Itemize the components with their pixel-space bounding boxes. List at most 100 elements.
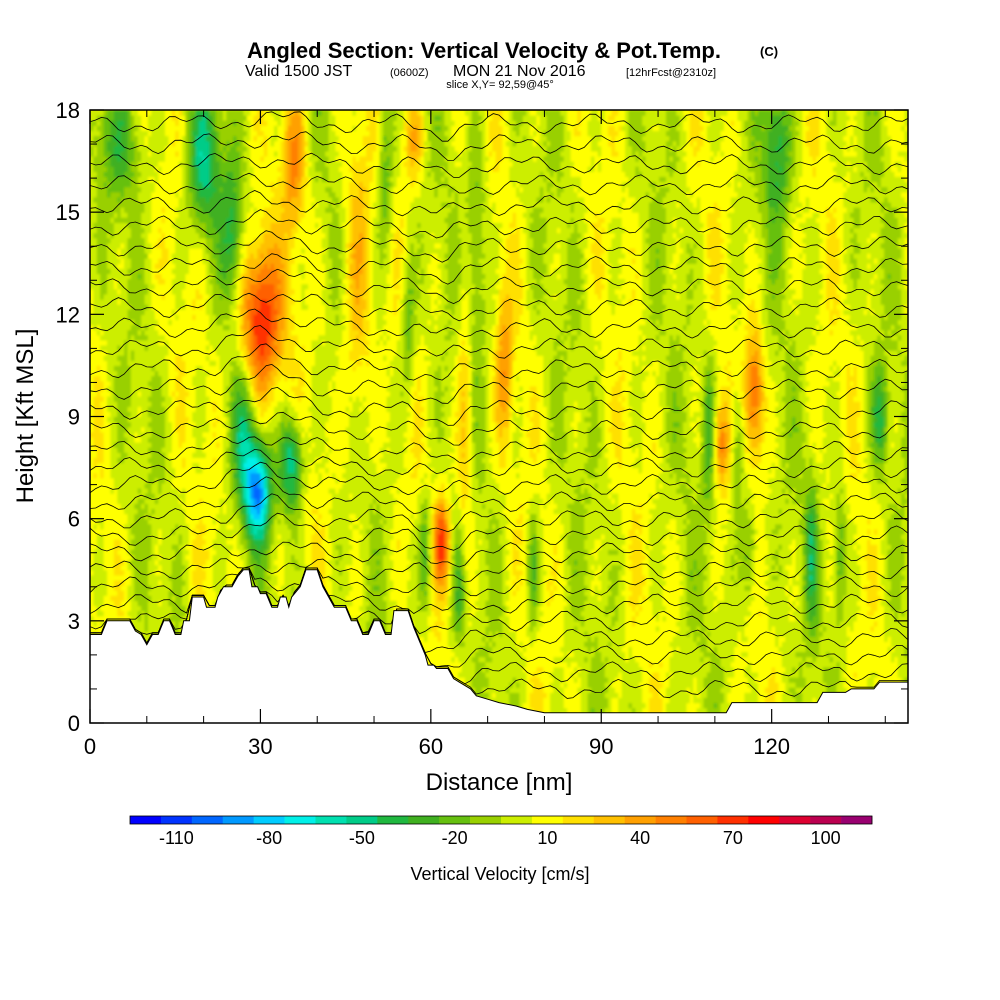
velocity-cell — [110, 590, 114, 596]
velocity-cell — [138, 120, 142, 126]
velocity-cell — [104, 263, 108, 269]
velocity-cell — [100, 273, 104, 279]
velocity-cell — [104, 120, 108, 126]
velocity-cell — [114, 437, 118, 443]
velocity-cell — [127, 166, 131, 172]
velocity-cell — [127, 268, 131, 274]
velocity-cell — [124, 406, 128, 412]
velocity-cell — [134, 514, 138, 520]
velocity-cell — [124, 345, 128, 351]
velocity-cell — [124, 258, 128, 264]
velocity-cell — [134, 284, 138, 290]
velocity-cell — [110, 478, 114, 484]
velocity-cell — [124, 508, 128, 514]
velocity-cell — [107, 268, 111, 274]
velocity-cell — [110, 549, 114, 555]
velocity-cell — [114, 335, 118, 341]
velocity-cell — [114, 345, 118, 351]
velocity-cell — [145, 437, 149, 443]
velocity-cell — [93, 161, 97, 167]
velocity-cell — [121, 289, 125, 295]
velocity-cell — [134, 534, 138, 540]
velocity-cell — [134, 253, 138, 259]
velocity-cell — [124, 473, 128, 479]
velocity-cell — [131, 233, 135, 239]
velocity-cell — [145, 508, 149, 514]
velocity-cell — [93, 217, 97, 223]
velocity-cell — [93, 335, 97, 341]
velocity-cell — [104, 314, 108, 320]
velocity-cell — [127, 529, 131, 535]
velocity-cell — [138, 136, 142, 142]
velocity-cell — [110, 110, 114, 116]
velocity-cell — [114, 289, 118, 295]
velocity-cell — [127, 279, 131, 285]
velocity-cell — [110, 268, 114, 274]
velocity-cell — [134, 166, 138, 172]
velocity-cell — [114, 611, 118, 617]
velocity-cell — [100, 524, 104, 530]
velocity-cell — [114, 141, 118, 147]
velocity-cell — [121, 386, 125, 392]
velocity-cell — [134, 130, 138, 136]
velocity-cell — [114, 580, 118, 586]
velocity-cell — [107, 544, 111, 550]
velocity-cell — [100, 417, 104, 423]
velocity-cell — [145, 600, 149, 606]
velocity-cell — [114, 340, 118, 346]
velocity-cell — [145, 539, 149, 545]
velocity-cell — [93, 355, 97, 361]
velocity-cell — [127, 514, 131, 520]
velocity-cell — [131, 437, 135, 443]
velocity-cell — [131, 549, 135, 555]
velocity-cell — [134, 381, 138, 387]
velocity-cell — [138, 565, 142, 571]
velocity-cell — [104, 110, 108, 116]
velocity-cell — [134, 176, 138, 182]
velocity-cell — [104, 452, 108, 458]
velocity-cell — [121, 381, 125, 387]
velocity-cell — [134, 115, 138, 121]
velocity-cell — [124, 468, 128, 474]
velocity-cell — [131, 606, 135, 612]
velocity-cell — [127, 238, 131, 244]
velocity-cell — [131, 396, 135, 402]
velocity-cell — [124, 217, 128, 223]
velocity-cell — [127, 606, 131, 612]
velocity-cell — [145, 360, 149, 366]
velocity-cell — [114, 258, 118, 264]
velocity-cell — [114, 549, 118, 555]
velocity-cell — [127, 156, 131, 162]
velocity-cell — [138, 314, 142, 320]
velocity-cell — [114, 427, 118, 433]
velocity-cell — [121, 304, 125, 310]
velocity-cell — [121, 136, 125, 142]
velocity-cell — [100, 171, 104, 177]
velocity-cell — [104, 498, 108, 504]
velocity-cell — [145, 549, 149, 555]
velocity-cell — [127, 488, 131, 494]
velocity-cell — [145, 263, 149, 269]
velocity-cell — [127, 462, 131, 468]
velocity-cell — [121, 442, 125, 448]
velocity-cell — [104, 575, 108, 581]
velocity-cell — [93, 457, 97, 463]
velocity-cell — [145, 325, 149, 331]
velocity-cell — [145, 580, 149, 586]
velocity-cell — [131, 151, 135, 157]
velocity-cell — [100, 125, 104, 131]
velocity-cell — [107, 319, 111, 325]
velocity-cell — [127, 411, 131, 417]
velocity-cell — [107, 161, 111, 167]
velocity-cell — [104, 253, 108, 259]
velocity-cell — [107, 442, 111, 448]
velocity-cell — [134, 478, 138, 484]
velocity-cell — [114, 227, 118, 233]
velocity-cell — [145, 299, 149, 305]
velocity-cell — [131, 616, 135, 622]
velocity-cell — [145, 590, 149, 596]
velocity-cell — [124, 110, 128, 116]
velocity-cell — [145, 233, 149, 239]
velocity-cell — [124, 554, 128, 560]
velocity-cell — [110, 498, 114, 504]
